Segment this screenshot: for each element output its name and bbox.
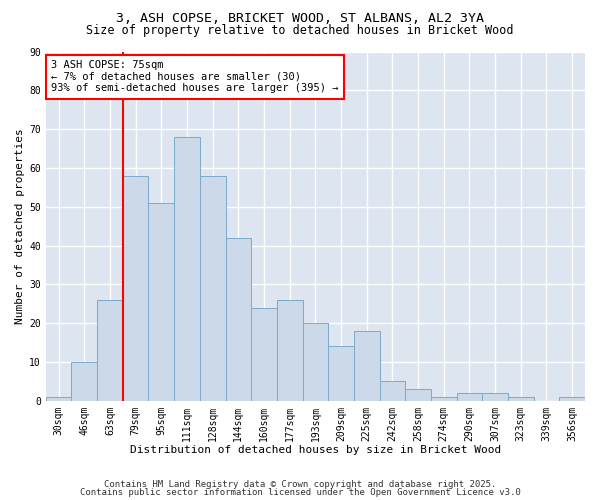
Bar xyxy=(559,397,585,400)
Bar xyxy=(482,393,508,400)
Bar xyxy=(302,323,328,400)
Text: Contains public sector information licensed under the Open Government Licence v3: Contains public sector information licen… xyxy=(80,488,520,497)
Bar xyxy=(123,176,148,400)
Bar xyxy=(251,308,277,400)
Bar xyxy=(148,203,174,400)
Bar xyxy=(226,238,251,400)
Text: 3, ASH COPSE, BRICKET WOOD, ST ALBANS, AL2 3YA: 3, ASH COPSE, BRICKET WOOD, ST ALBANS, A… xyxy=(116,12,484,26)
Bar xyxy=(46,397,71,400)
Text: 3 ASH COPSE: 75sqm
← 7% of detached houses are smaller (30)
93% of semi-detached: 3 ASH COPSE: 75sqm ← 7% of detached hous… xyxy=(51,60,338,94)
Bar xyxy=(457,393,482,400)
Bar xyxy=(174,137,200,400)
Text: Contains HM Land Registry data © Crown copyright and database right 2025.: Contains HM Land Registry data © Crown c… xyxy=(104,480,496,489)
Y-axis label: Number of detached properties: Number of detached properties xyxy=(15,128,25,324)
Bar xyxy=(431,397,457,400)
Text: Size of property relative to detached houses in Bricket Wood: Size of property relative to detached ho… xyxy=(86,24,514,37)
Bar xyxy=(354,331,380,400)
Bar xyxy=(97,300,123,400)
X-axis label: Distribution of detached houses by size in Bricket Wood: Distribution of detached houses by size … xyxy=(130,445,501,455)
Bar xyxy=(71,362,97,401)
Bar xyxy=(328,346,354,401)
Bar xyxy=(277,300,302,400)
Bar xyxy=(200,176,226,400)
Bar xyxy=(405,389,431,400)
Bar xyxy=(508,397,533,400)
Bar xyxy=(380,382,405,400)
